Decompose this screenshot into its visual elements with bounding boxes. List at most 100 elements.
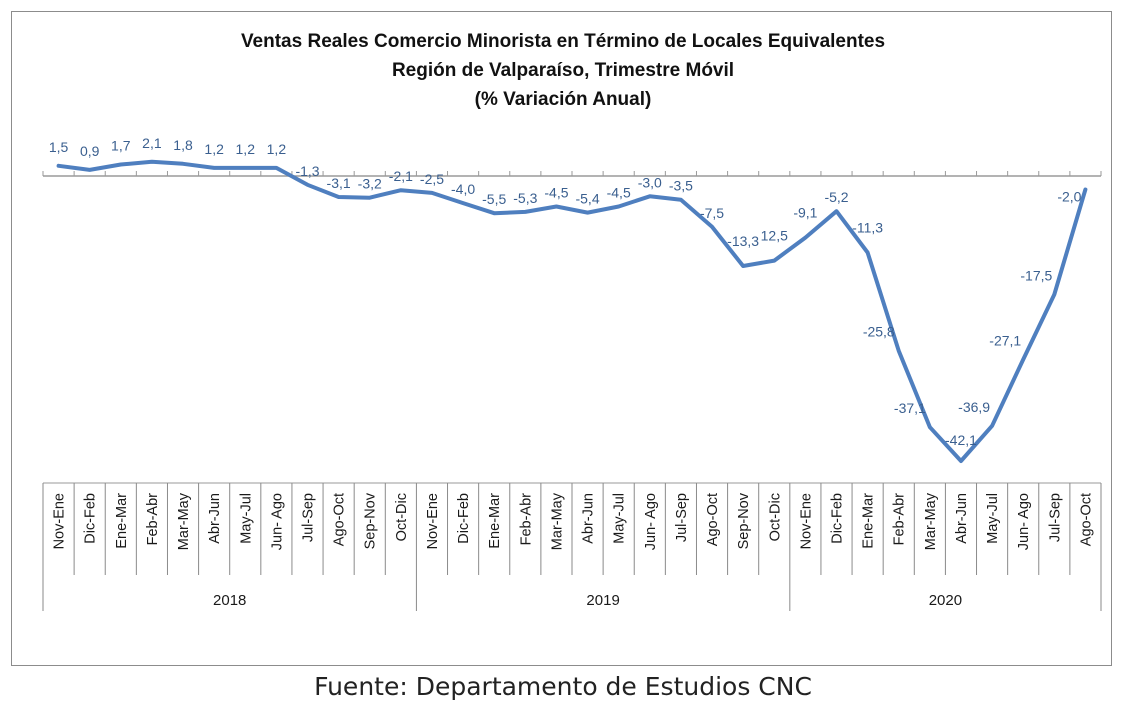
series-line	[56, 159, 1088, 463]
data-point	[772, 259, 776, 263]
category-label: Abr-Jun	[954, 493, 970, 544]
data-label: 12,5	[761, 228, 788, 244]
data-point	[835, 209, 838, 213]
data-point	[399, 188, 403, 192]
category-label: Abr-Jun	[581, 493, 597, 544]
data-label: -2,0	[1057, 189, 1081, 205]
data-point	[1083, 188, 1087, 192]
data-label: 1,7	[111, 137, 131, 153]
category-label: Feb-Abr	[518, 493, 534, 546]
data-point	[150, 160, 154, 164]
data-point	[492, 211, 496, 215]
data-label: -42,1	[945, 432, 977, 448]
data-label: -2,1	[389, 168, 413, 184]
data-point	[1021, 357, 1025, 361]
category-label: Feb-Abr	[892, 493, 908, 546]
category-label: Dic-Feb	[83, 493, 99, 544]
category-label: Mar-May	[176, 492, 192, 550]
data-label: -11,3	[852, 220, 883, 236]
data-label: -3,1	[327, 175, 351, 191]
source-note: Fuente: Departamento de Estudios CNC	[314, 672, 812, 701]
category-label: Jul-Sep	[1047, 493, 1063, 542]
data-label: 1,2	[204, 141, 224, 157]
chart-subtitle: Región de Valparaíso, Trimestre Móvil	[391, 60, 735, 81]
data-label: -37,1	[894, 400, 926, 416]
category-label: Ago-Oct	[332, 493, 348, 546]
data-point	[274, 166, 278, 170]
data-point	[866, 251, 870, 255]
category-label: Ago-Oct	[1078, 493, 1094, 546]
category-label: Mar-May	[923, 492, 939, 550]
data-label: -5,5	[482, 191, 506, 207]
data-point	[617, 204, 621, 208]
data-label: -25,8	[863, 324, 895, 340]
category-label: Mar-May	[549, 492, 565, 550]
category-label: Abr-Jun	[207, 493, 223, 544]
chart-frame	[11, 11, 1112, 666]
data-point	[959, 459, 963, 463]
year-label: 2020	[929, 592, 962, 609]
category-label: May-Jul	[612, 493, 628, 544]
data-label: -4,0	[451, 181, 475, 197]
data-label: -17,5	[1020, 267, 1052, 283]
data-point	[430, 191, 434, 195]
category-label: Nov-Ene	[798, 493, 814, 549]
data-label: -5,3	[513, 190, 537, 206]
year-label: 2018	[213, 592, 246, 609]
category-label: Dic-Feb	[830, 493, 846, 544]
data-point	[243, 166, 247, 170]
category-label: Ene-Mar	[487, 493, 503, 549]
data-point	[368, 196, 372, 200]
data-point	[337, 195, 341, 199]
data-point	[586, 211, 590, 215]
data-label: -5,2	[824, 189, 848, 205]
data-label: -4,5	[607, 184, 631, 200]
year-label: 2019	[586, 592, 619, 609]
data-point	[57, 164, 61, 168]
category-label: Sep-Nov	[736, 492, 752, 549]
category-label: Oct-Dic	[394, 493, 410, 541]
data-label: -27,1	[989, 332, 1021, 348]
category-label: May-Jul	[985, 493, 1001, 544]
data-label: -4,5	[544, 184, 568, 200]
data-label: -3,0	[638, 174, 662, 190]
category-label: Ene-Mar	[114, 493, 130, 549]
category-label: Ene-Mar	[861, 493, 877, 549]
data-point	[119, 162, 123, 166]
category-label: Jun- Ago	[269, 493, 285, 550]
category-label: Nov-Ene	[425, 493, 441, 549]
data-label: 1,8	[173, 137, 193, 153]
data-point	[928, 425, 932, 429]
data-label: -5,4	[575, 191, 599, 207]
chart-title: Ventas Reales Comercio Minorista en Térm…	[240, 31, 886, 52]
data-label: 1,2	[236, 141, 256, 157]
data-label: 1,5	[49, 139, 69, 155]
data-point	[461, 201, 465, 205]
data-point	[1052, 292, 1056, 296]
data-point	[554, 204, 558, 208]
data-label: 2,1	[142, 135, 162, 151]
category-label: Dic-Feb	[456, 493, 472, 544]
data-point	[523, 210, 527, 214]
data-label: -9,1	[793, 205, 817, 221]
category-label: Oct-Dic	[767, 493, 783, 541]
data-point	[803, 236, 807, 240]
category-label: Jul-Sep	[674, 493, 690, 542]
data-label: -2,5	[420, 171, 444, 187]
data-label: -3,2	[358, 176, 382, 192]
category-label: May-Jul	[238, 493, 254, 544]
category-label: Jun- Ago	[643, 493, 659, 550]
data-label: -3,5	[669, 178, 693, 194]
category-label: Ago-Oct	[705, 493, 721, 546]
category-label: Nov-Ene	[52, 493, 68, 549]
data-point	[88, 168, 92, 172]
category-label: Sep-Nov	[363, 492, 379, 549]
data-point	[181, 162, 185, 166]
chart-subtitle-units: (% Variación Anual)	[474, 89, 652, 110]
data-point	[741, 264, 745, 268]
data-point	[679, 198, 683, 202]
data-point	[897, 349, 901, 353]
data-point	[990, 424, 994, 428]
category-label: Jun- Ago	[1016, 493, 1032, 550]
